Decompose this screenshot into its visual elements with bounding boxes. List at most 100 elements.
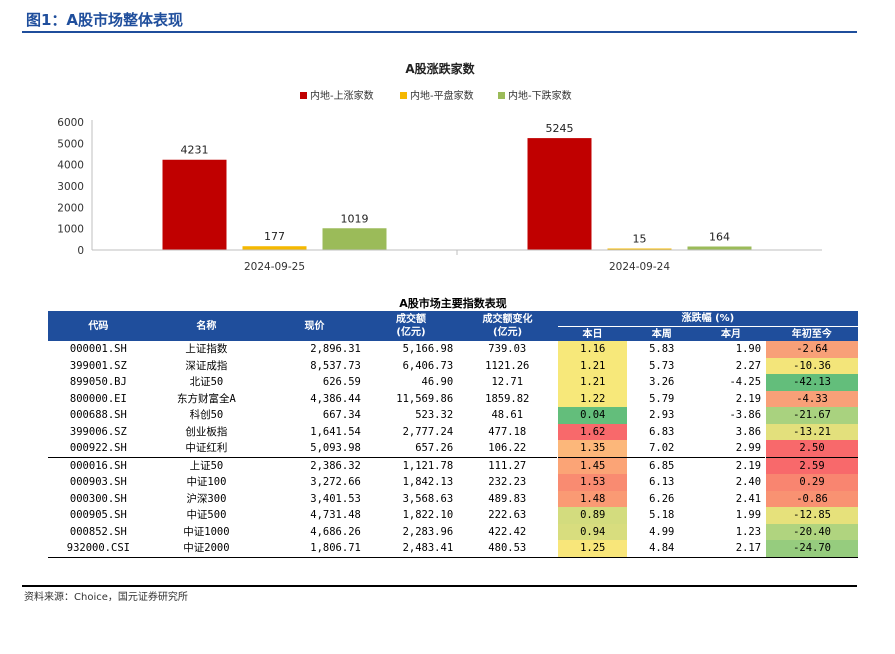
header-volume: 成交额 (亿元) [364,311,458,341]
cell-volume-change: 48.61 [491,409,524,422]
header-volume-change-label: 成交额变化 [482,314,533,325]
cell-name: 北证50 [189,376,224,389]
header-week: 本周 [627,326,697,341]
cell-volume-change: 739.03 [488,343,527,356]
cell-month-change: 1.90 [735,343,762,356]
cell-volume: 523.32 [415,409,454,422]
cell-price: 2,896.31 [310,343,361,356]
header-day: 本日 [557,326,628,341]
cell-volume: 2,483.41 [364,540,458,558]
cell-volume-change: 422.42 [488,525,527,538]
bar-chart: A股涨跌家数 内地-上涨家数 内地-平盘家数 内地-下跌家数 0 1000 2000 30… [57,61,822,273]
cell-month-change: 2.99 [735,442,762,455]
source-note: 资料来源：Choice，国元证券研究所 [24,592,188,603]
cell-day-change: 1.21 [557,357,628,374]
cell-volume: 2,283.96 [402,525,454,538]
cell-ytd-change: 2.50 [765,440,858,457]
cell-week-change: 6.83 [649,425,675,438]
cell-volume: 46.90 [421,376,454,389]
cell-volume: 1,121.78 [364,456,458,474]
bar [322,228,387,250]
cell-week-change: 5.18 [649,509,675,522]
cell-code: 000300.SH [69,492,127,505]
bar-value-label: 5245 [546,122,574,135]
cell-day-change: 1.21 [557,374,628,391]
bar [687,246,752,250]
bar [607,248,672,250]
bar-value-label: 15 [633,233,647,246]
bar [527,138,592,250]
cell-week-change: 2.93 [649,409,675,422]
y-tick-label: 1000 [57,224,84,236]
cell-code: 000688.SH [69,409,127,422]
cell-name: 中证2000 [148,540,265,558]
header-volume-change-unit: (亿元) [492,327,523,338]
table-row: 800000.EI 东方财富全A 4,386.44 11,569.86 1859.82 1… [48,390,858,407]
cell-volume-change: 232.23 [488,476,527,489]
table-row: 000903.SH 中证100 3,272.66 1,842.13 232.23 1.53… [48,474,858,491]
index-performance-table: 代码 名称 现价 成交额 (亿元) 成交额变化 (亿元) 涨跌幅 (%) 本日 … [48,311,858,558]
cell-ytd-change: -42.13 [765,374,858,391]
cell-price: 626.59 [322,376,361,389]
legend-swatch [300,92,307,99]
cell-price: 8,537.73 [310,359,361,372]
bottom-rule [22,585,857,587]
cell-name: 上证50 [148,456,265,474]
cell-week-change: 5.79 [649,392,675,405]
cell-name: 中证500 [186,509,227,522]
legend-label: 内地-上涨家数 [310,89,374,102]
cell-day-change: 0.04 [557,407,628,424]
cell-week-change: 4.84 [627,540,697,558]
cell-volume: 1,822.10 [402,509,454,522]
cell-price: 4,386.44 [310,392,361,405]
table-row: 899050.BJ 北证50 626.59 46.90 12.71 1.21 3.26 -4.… [48,374,858,391]
header-volume-unit: (亿元) [396,327,426,338]
cell-price: 1,806.71 [264,540,365,558]
table-row: 000001.SH 上证指数 2,896.31 5,166.98 739.03 1.16 5… [48,341,858,358]
header-volume-change: 成交额变化 (亿元) [457,311,558,341]
chart-title: A股涨跌家数 [405,61,475,76]
cell-volume-change: 480.53 [457,540,558,558]
cell-day-change: 1.48 [557,490,628,507]
cell-code: 399001.SZ [69,359,127,372]
title-rule [22,31,857,33]
cell-day-change: 0.94 [557,523,628,540]
cell-code: 000905.SH [69,509,127,522]
cell-name: 深证成指 [185,359,228,372]
cell-month-change: 3.86 [735,425,762,438]
cell-month-change: 2.19 [696,456,766,474]
cell-day-change: 0.89 [557,507,628,524]
bar-value-label: 4231 [181,144,209,157]
header-month: 本月 [696,326,766,341]
header-volume-label: 成交额 [396,314,426,325]
table-row: 000852.SH 中证1000 4,686.26 2,283.96 422.42 0.9… [48,523,858,540]
cell-name: 科创50 [189,409,224,422]
figure-title: 图1：A股市场整体表现 [26,11,184,29]
cell-price: 3,272.66 [310,476,361,489]
cell-volume-change: 12.71 [491,376,524,389]
cell-price: 5,093.98 [310,442,361,455]
cell-name: 中证1000 [183,525,230,538]
cell-day-change: 1.53 [557,474,628,491]
table-body: 000001.SH 上证指数 2,896.31 5,166.98 739.03 1.16 5… [48,341,858,558]
y-tick-label: 6000 [57,117,84,129]
legend-swatch [400,92,407,99]
bar-value-label: 164 [709,231,730,244]
legend-label: 内地-平盘家数 [410,89,474,102]
cell-volume: 11,569.86 [396,392,454,405]
cell-name: 中证红利 [185,442,228,455]
x-tick-label: 2024-09-25 [244,261,305,273]
table-row: 000688.SH 科创50 667.34 523.32 48.61 0.04 2.93 -3… [48,407,858,424]
cell-volume-change: 111.27 [457,456,558,474]
cell-month-change: 1.23 [735,525,762,538]
cell-ytd-change: 0.29 [765,474,858,491]
header-change-group: 涨跌幅 (%) [557,311,858,327]
bar [242,246,307,250]
cell-month-change: 2.27 [735,359,762,372]
cell-code: 932000.CSI [48,540,149,558]
cell-ytd-change: 2.59 [765,456,858,474]
cell-name: 东方财富全A [177,392,236,405]
cell-code: 000922.SH [69,442,127,455]
cell-month-change: -4.25 [729,376,762,389]
cell-volume: 5,166.98 [402,343,454,356]
